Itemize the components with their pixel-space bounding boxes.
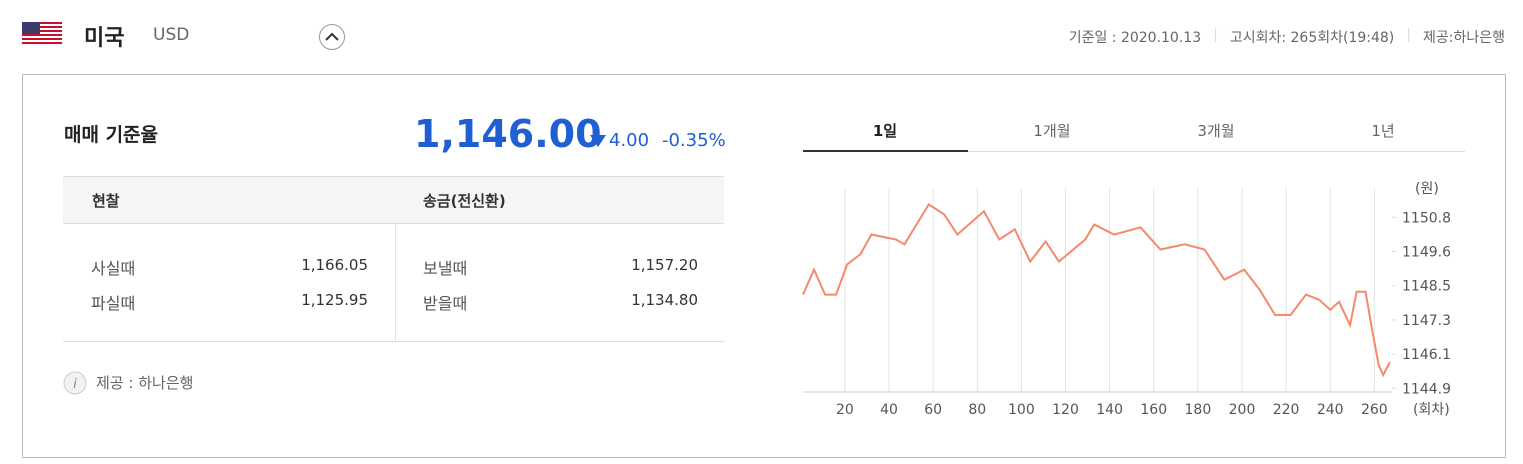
- y-unit: (원): [1415, 181, 1439, 197]
- country: 미국: [84, 26, 125, 51]
- svg-text:i: i: [73, 377, 77, 392]
- y-tick-label: 1147.31: [1402, 313, 1450, 329]
- x-tick-label: 40: [880, 402, 898, 418]
- cell: 사실때: [91, 259, 136, 278]
- line-series: [802, 202, 1391, 378]
- y-tick-label: 1146.12: [1402, 347, 1450, 363]
- x-tick-label: 200: [1229, 402, 1256, 418]
- cell: 1,157.20: [631, 256, 698, 274]
- x-tick-label: 160: [1140, 402, 1167, 418]
- period-tab[interactable]: 1년: [1371, 122, 1395, 140]
- rate-change-pct: -0.35%: [662, 130, 726, 151]
- y-tick-label: 1144.93: [1402, 381, 1450, 397]
- currency: USD: [153, 25, 190, 45]
- y-tick-label: 1148.5: [1402, 279, 1450, 295]
- cell: 파실때: [91, 294, 136, 313]
- info-icon: i: [63, 371, 87, 395]
- x-tick-label: 100: [1008, 402, 1035, 418]
- x-tick-label: 240: [1317, 402, 1344, 418]
- collapse-button[interactable]: [318, 23, 346, 51]
- cell: 보낼때: [423, 259, 468, 278]
- x-tick-label: 120: [1052, 402, 1079, 418]
- x-tick-label: 180: [1185, 402, 1212, 418]
- round: 고시회차: 265회차(19:48): [1229, 30, 1395, 46]
- panel: [22, 74, 1506, 458]
- period-tab[interactable]: 3개월: [1197, 122, 1235, 140]
- provider: 제공:하나은행: [1423, 30, 1505, 46]
- x-unit: (회차): [1413, 402, 1450, 418]
- th-cash: 현찰: [92, 192, 120, 210]
- cell: 1,134.80: [631, 291, 698, 309]
- plot-area: [803, 188, 1392, 392]
- x-tick-label: 140: [1096, 402, 1123, 418]
- x-tick-label: 260: [1361, 402, 1388, 418]
- rate-label: 매매 기준율: [64, 124, 159, 146]
- x-tick-label: 20: [836, 402, 854, 418]
- us-flag: [22, 22, 62, 44]
- cell: 1,166.05: [301, 256, 368, 274]
- y-tick-label: 1149.69: [1402, 244, 1450, 260]
- period-tab[interactable]: 1개월: [1033, 122, 1071, 140]
- chart: 20 40 60 80 100 120 140 160 180 200 220 240 260 1144.…: [802, 181, 1450, 418]
- rate-value: 1,146.00: [414, 112, 602, 156]
- date: 기준일 : 2020.10.13: [1068, 30, 1202, 46]
- y-tick-label: 1150.88: [1402, 210, 1450, 226]
- x-tick-label: 220: [1273, 402, 1300, 418]
- note: 제공 : 하나은행: [96, 374, 194, 392]
- down-arrow: [590, 135, 606, 147]
- x-tick-label: 80: [968, 402, 986, 418]
- period-tab[interactable]: 1일: [872, 122, 898, 140]
- cell: 1,125.95: [301, 291, 368, 309]
- x-tick-label: 60: [924, 402, 942, 418]
- rate-change: 4.00: [609, 130, 650, 151]
- cell: 받을때: [423, 294, 468, 313]
- table-header: [63, 176, 724, 224]
- th-remit: 송금(전신환): [423, 192, 506, 210]
